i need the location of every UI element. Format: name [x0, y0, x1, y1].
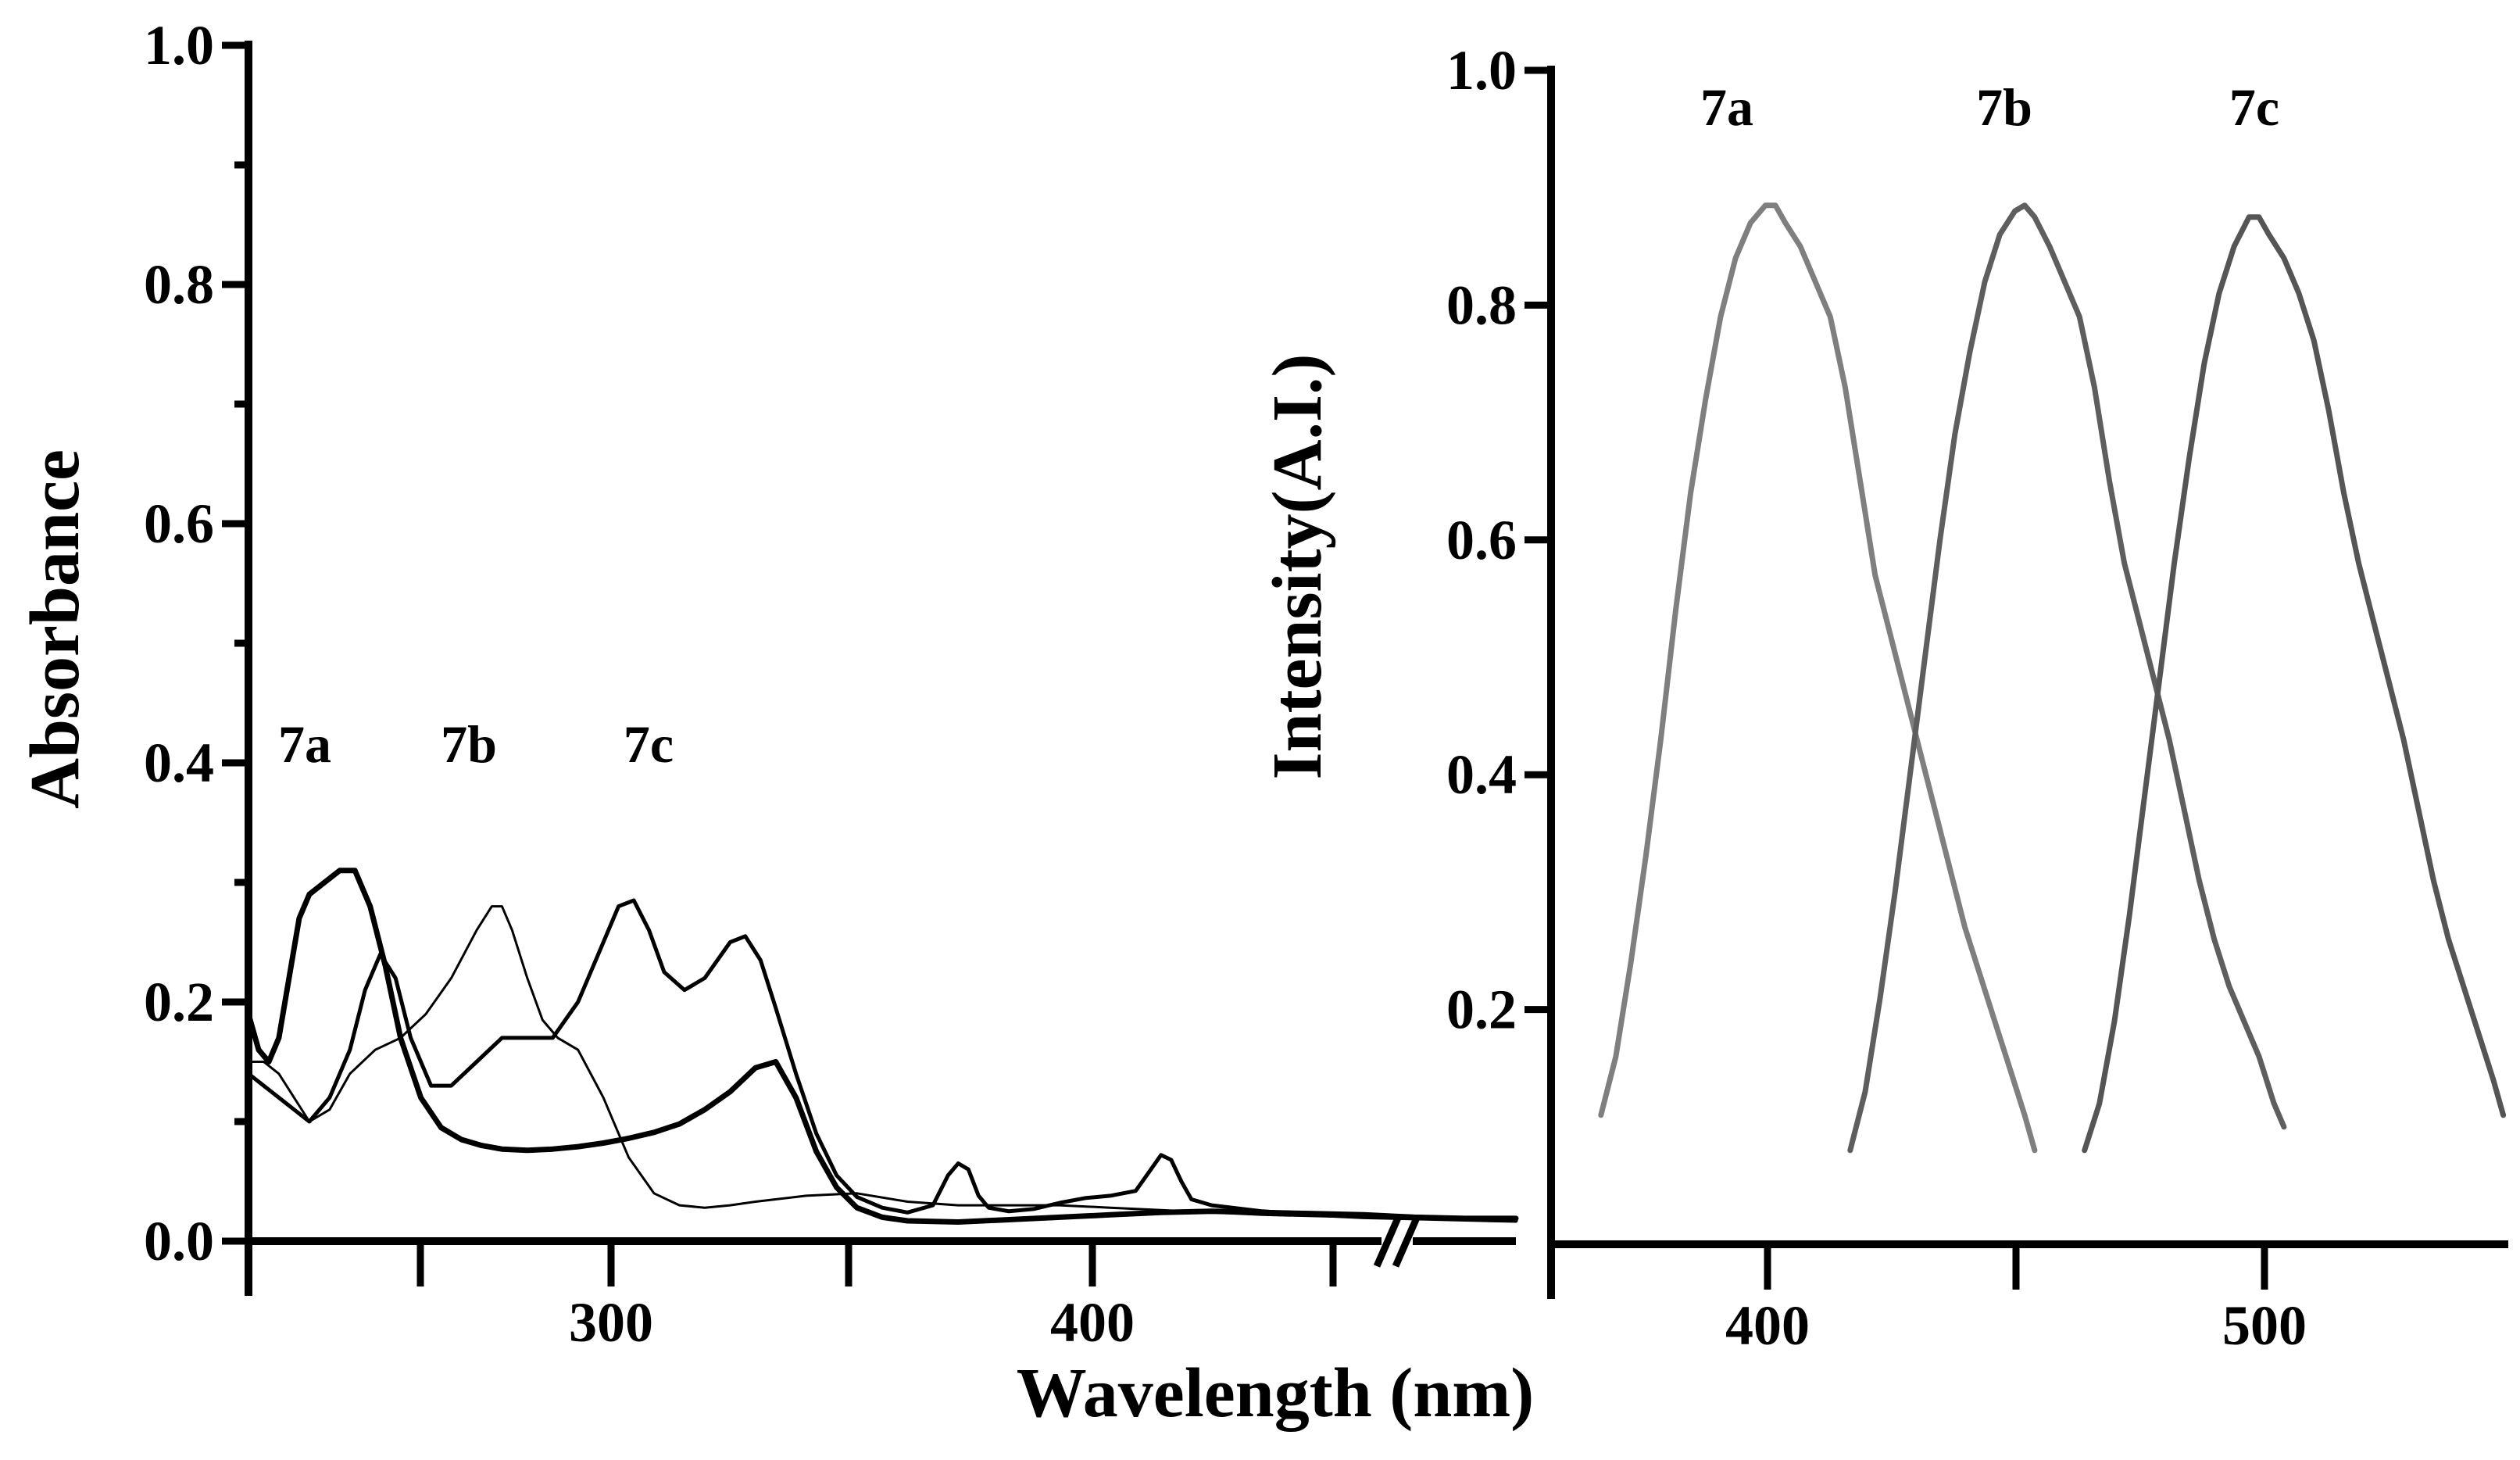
y-tick-label: 0.6 [1446, 509, 1517, 571]
series-label-7a: 7a [278, 714, 331, 774]
emission-chart: 0.2 0.4 0.6 0.8 1.0 400 500 Intensity(A.I.) 7a 7b… [1259, 39, 2508, 1357]
y-tick-label: 0.4 [1446, 743, 1517, 806]
series-line-7c [246, 898, 1518, 1223]
series-label-7c: 7c [2229, 77, 2279, 137]
series-label-7b: 7b [441, 714, 497, 774]
x-axis-title: Wavelength (nm) [1017, 1354, 1534, 1432]
y-tick-label: 0.2 [1446, 979, 1517, 1041]
y-axis-title: Intensity(A.I.) [1259, 353, 1336, 779]
y-tick-label: 0.8 [144, 253, 214, 316]
y-axis-title: Absorbance [16, 449, 94, 809]
y-tick-label: 1.0 [1446, 39, 1517, 102]
y-tick-label: 0.6 [144, 492, 214, 555]
y-tick-label: 0.0 [144, 1210, 214, 1272]
series-label-7b: 7b [1976, 77, 2032, 137]
series-line-7a [245, 868, 1519, 1225]
y-tick-label: 1.0 [144, 14, 214, 77]
absorbance-chart: 0.0 0.2 0.4 0.6 0.8 1.0 300 400 Absorbance 7a 7b 7c [16, 14, 1519, 1354]
x-tick-label: 300 [569, 1291, 653, 1354]
series-line-7a [1598, 202, 2038, 1154]
series-label-7a: 7a [1700, 77, 1753, 137]
y-tick-label: 0.8 [1446, 274, 1517, 336]
x-tick-label: 400 [1725, 1294, 1810, 1357]
x-tick-label: 500 [2222, 1294, 2307, 1357]
y-tick-label: 0.4 [144, 732, 214, 794]
series-line-7c [2082, 214, 2507, 1154]
series-line-7b [1847, 202, 2287, 1154]
axis-break-mark [1373, 1215, 1403, 1268]
y-tick-label: 0.2 [144, 971, 214, 1033]
axis-break-mark [1392, 1215, 1421, 1268]
series-label-7c: 7c [624, 714, 674, 774]
series-line-7b [247, 905, 1517, 1221]
x-tick-label: 400 [1050, 1291, 1135, 1354]
